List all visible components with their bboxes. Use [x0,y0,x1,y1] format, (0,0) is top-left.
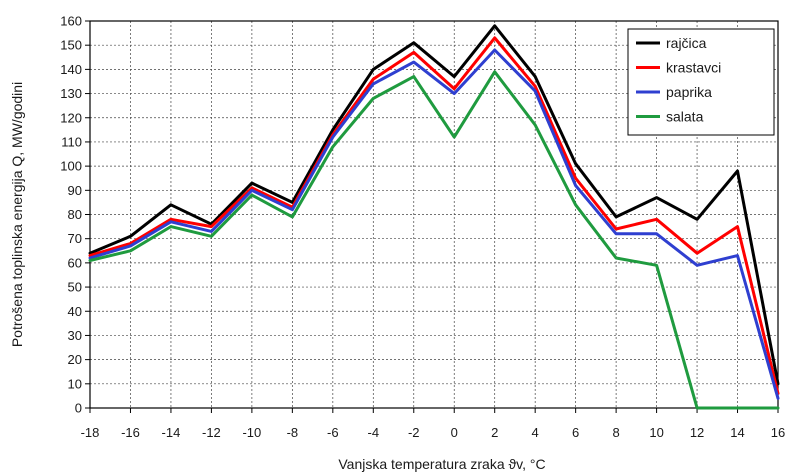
x-tick-label: 12 [690,425,704,440]
x-tick-label: -4 [368,425,380,440]
x-tick-label: 14 [730,425,744,440]
y-axis-ticks: 0 10 20 30 40 50 60 70 80 90 100 110 120 130 140 150 160 [60,14,90,416]
series-line-2 [88,36,780,395]
x-tick-label: 8 [613,425,620,440]
x-tick-label: -10 [242,425,261,440]
y-tick-label: 40 [68,304,82,319]
x-axis-ticks: -18 -16 -14 -12 -10 -8 -6 -4 -2 0 2 4 6 8 10 12 14 16 [81,408,785,440]
x-axis-title: Vanjska temperatura zraka ϑv, °C [338,456,545,472]
legend: rajčica krastavci paprika salata [627,28,775,136]
y-tick-label: 110 [61,134,82,149]
y-tick-label: 50 [68,280,82,295]
x-tick-label: -6 [327,425,339,440]
y-tick-label: 60 [68,255,82,270]
series-line-4 [88,70,780,410]
x-tick-label: -18 [81,425,100,440]
x-tick-label: 0 [451,425,458,440]
y-tick-label: 70 [68,231,82,246]
y-tick-label: 90 [68,183,82,198]
legend-label: salata [666,109,704,125]
y-tick-label: 30 [68,328,82,343]
y-tick-label: 160 [60,14,82,29]
legend-label: rajčica [666,35,707,51]
x-tick-label: 6 [572,425,579,440]
x-tick-label: -16 [121,425,140,440]
x-tick-label: -8 [287,425,299,440]
y-tick-label: 150 [60,38,82,53]
y-tick-label: 100 [60,159,82,174]
y-tick-label: 80 [68,207,82,222]
x-tick-label: -12 [202,425,221,440]
x-tick-label: -14 [162,425,181,440]
y-tick-label: 120 [60,110,82,125]
y-tick-label: 0 [75,401,82,416]
legend-label: paprika [666,84,712,100]
series-lines [88,24,780,410]
y-tick-label: 140 [60,62,82,77]
legend-label: krastavci [666,60,721,76]
y-tick-label: 20 [68,352,82,367]
y-tick-label: 130 [60,86,82,101]
series-line-3 [88,48,780,400]
y-tick-label: 10 [68,376,82,391]
x-tick-label: 10 [649,425,663,440]
x-tick-label: 2 [491,425,498,440]
x-tick-label: 4 [532,425,539,440]
x-tick-label: -2 [408,425,420,440]
x-tick-label: 16 [771,425,785,440]
series-line-1 [88,24,780,386]
y-axis-title: Potrošena toplinska energija Q, MW/godin… [9,82,25,347]
